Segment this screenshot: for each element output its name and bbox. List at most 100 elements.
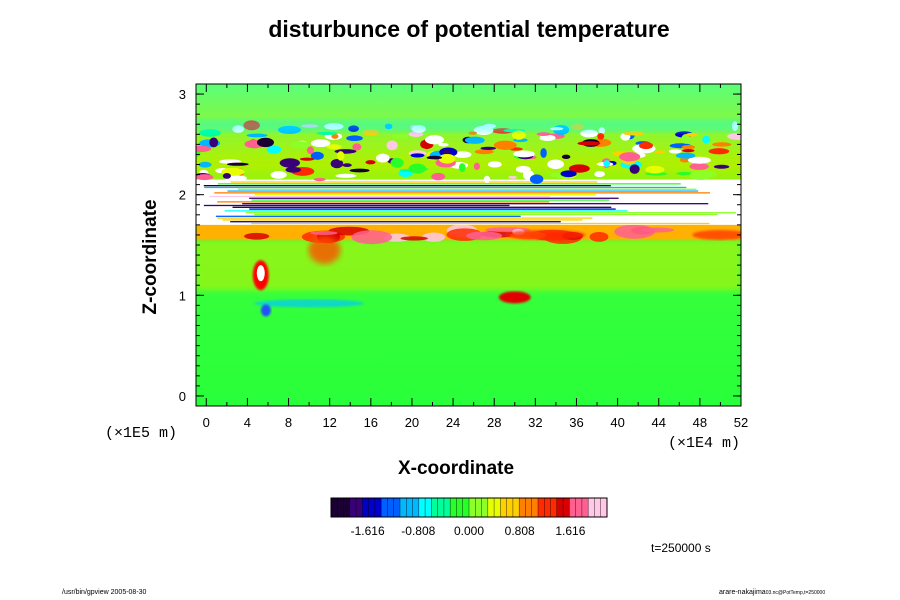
field-stripe — [217, 201, 550, 203]
field-eddy — [682, 149, 695, 153]
heatmap-field — [196, 84, 741, 406]
field-eddy — [713, 164, 730, 169]
field-eddy — [226, 162, 249, 166]
field-eddy — [453, 151, 472, 158]
field-eddy — [331, 133, 339, 139]
footer-right: arare-nakajima03.nc@PotTemp,t=250000 — [719, 589, 825, 596]
field-eddy — [270, 171, 287, 179]
field-stripe — [232, 206, 612, 208]
field-blob — [400, 236, 428, 241]
field-eddy — [473, 162, 480, 171]
field-eddy — [689, 163, 709, 170]
field-eddy — [196, 174, 214, 181]
field-stripe — [204, 186, 687, 189]
colorbar-segment — [569, 498, 576, 517]
field-eddy — [196, 145, 212, 153]
colorbar-segment — [425, 498, 432, 517]
y-axis-label: Z-coordinate — [140, 199, 161, 315]
colorbar-segment — [475, 498, 482, 517]
field-eddy — [536, 132, 551, 136]
field-eddy — [464, 136, 485, 144]
colorbar-segment — [600, 498, 608, 517]
field-eddy — [529, 174, 544, 184]
footer-right-main: arare-nakajima — [719, 589, 766, 596]
field-stripe — [222, 219, 583, 221]
colorbar-segment — [581, 498, 589, 517]
field-eddy — [443, 149, 451, 155]
field-stripe — [251, 222, 710, 225]
field-anomaly — [308, 236, 341, 265]
colorbar-segment — [525, 498, 533, 517]
field-eddy — [508, 175, 517, 179]
field-eddy — [313, 177, 326, 182]
field-eddy — [681, 144, 696, 150]
field-eddy — [246, 133, 268, 138]
field-eddy — [256, 137, 274, 148]
time-label: t=250000 s — [651, 541, 711, 555]
field-eddy — [335, 173, 357, 178]
field-stripe — [209, 195, 551, 198]
field-eddy — [424, 135, 445, 145]
colorbar-segment — [393, 498, 401, 517]
field-anomaly — [498, 291, 531, 304]
field-eddy — [218, 159, 242, 164]
field-stripe — [254, 213, 718, 216]
x-tick-label: 16 — [364, 415, 378, 430]
field-eddy — [513, 150, 535, 158]
field-eddy — [198, 161, 212, 168]
field-stripe — [249, 208, 616, 210]
colorbar-segment — [368, 498, 376, 517]
field-eddy — [623, 131, 645, 136]
colorbar-segment — [538, 498, 545, 517]
field-eddy — [316, 131, 338, 136]
field-eddy — [654, 150, 666, 154]
colorbar-segment — [531, 498, 539, 517]
field-eddy — [352, 143, 362, 151]
field-eddy — [375, 153, 390, 163]
colorbar-segment — [450, 498, 457, 517]
field-anomaly-cool — [260, 304, 271, 317]
field-eddy — [266, 145, 282, 154]
field-eddy — [209, 137, 219, 148]
field-stripe — [227, 190, 699, 192]
colorbar-segment — [494, 498, 501, 517]
colorbar-segment — [481, 498, 489, 517]
field-eddy — [408, 163, 427, 174]
colorbar-segment — [500, 498, 507, 517]
field-blob — [614, 224, 655, 239]
field-eddy — [349, 168, 370, 173]
field-eddy — [577, 141, 601, 146]
field-eddy — [603, 160, 611, 167]
field-eddy — [512, 130, 526, 140]
y-tick-label: 1 — [179, 288, 186, 303]
field-eddy — [594, 171, 605, 178]
field-eddy — [222, 172, 231, 179]
field-eddy — [597, 133, 605, 140]
colorbar-tick-label: 0.808 — [505, 524, 535, 538]
colorbar-segment — [381, 498, 388, 517]
chart-title: disturbunce of potential temperature — [268, 16, 670, 42]
field-eddy — [390, 157, 404, 168]
colorbar-segment — [563, 498, 570, 517]
field-blob — [244, 232, 270, 240]
field-eddy — [426, 155, 443, 160]
colorbar-segment — [431, 498, 438, 517]
colorbar-segment — [588, 498, 595, 517]
field-blob — [589, 231, 609, 242]
field-stripe — [249, 197, 619, 199]
colorbar-segment — [456, 498, 464, 517]
field-eddy — [561, 154, 571, 160]
colorbar-tick-label: -0.808 — [401, 524, 435, 538]
x-tick-label: 48 — [693, 415, 707, 430]
y-axis-unit: (×1E5 m) — [105, 425, 178, 442]
field-stripe — [245, 212, 737, 214]
field-eddy — [518, 140, 526, 150]
field-eddy — [645, 165, 665, 174]
field-eddy — [681, 134, 691, 144]
field-eddy — [438, 153, 456, 164]
field-eddy — [487, 161, 502, 168]
colorbar-segment — [356, 498, 363, 517]
colorbar-segment — [374, 498, 382, 517]
field-anomaly-core — [256, 265, 265, 282]
